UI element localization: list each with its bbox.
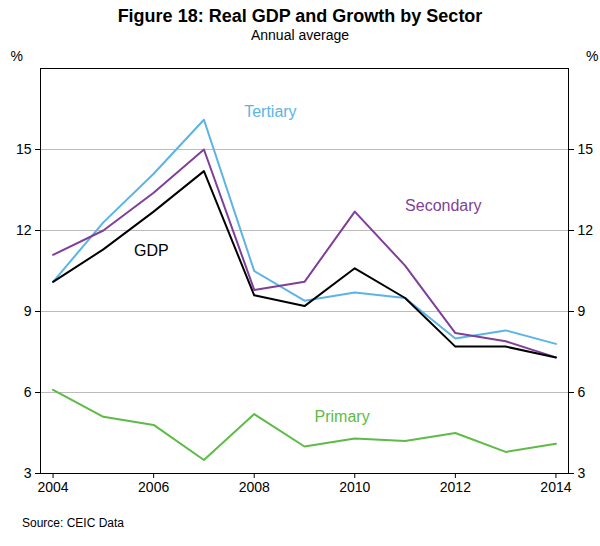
- svg-text:3: 3: [24, 465, 32, 481]
- svg-text:GDP: GDP: [134, 242, 169, 259]
- svg-text:6: 6: [24, 384, 32, 400]
- html-text:Figure 18: Real GDP and Growth: Figure 18: Real GDP and Growth by Sector: [117, 6, 483, 26]
- svg-text:Secondary: Secondary: [405, 197, 482, 214]
- svg-text:15: 15: [16, 141, 32, 157]
- svg-text:Tertiary: Tertiary: [244, 103, 296, 120]
- svg-text:9: 9: [578, 303, 586, 319]
- svg-text:2012: 2012: [440, 479, 471, 495]
- svg-text:%: %: [586, 48, 598, 64]
- svg-text:15: 15: [578, 141, 594, 157]
- svg-text:12: 12: [578, 222, 594, 238]
- svg-text:%: %: [11, 48, 23, 64]
- svg-text:2008: 2008: [239, 479, 270, 495]
- svg-text:2010: 2010: [339, 479, 370, 495]
- svg-text:2004: 2004: [37, 479, 68, 495]
- svg-text:2006: 2006: [138, 479, 169, 495]
- svg-text:2014: 2014: [540, 479, 571, 495]
- svg-text:3: 3: [578, 465, 586, 481]
- svg-text:6: 6: [578, 384, 586, 400]
- svg-text:Primary: Primary: [315, 408, 370, 425]
- svg-text:9: 9: [24, 303, 32, 319]
- html-text:Annual average: Annual average: [251, 27, 349, 43]
- html-text:Source: CEIC Data: Source: CEIC Data: [22, 516, 124, 530]
- svg-text:12: 12: [16, 222, 32, 238]
